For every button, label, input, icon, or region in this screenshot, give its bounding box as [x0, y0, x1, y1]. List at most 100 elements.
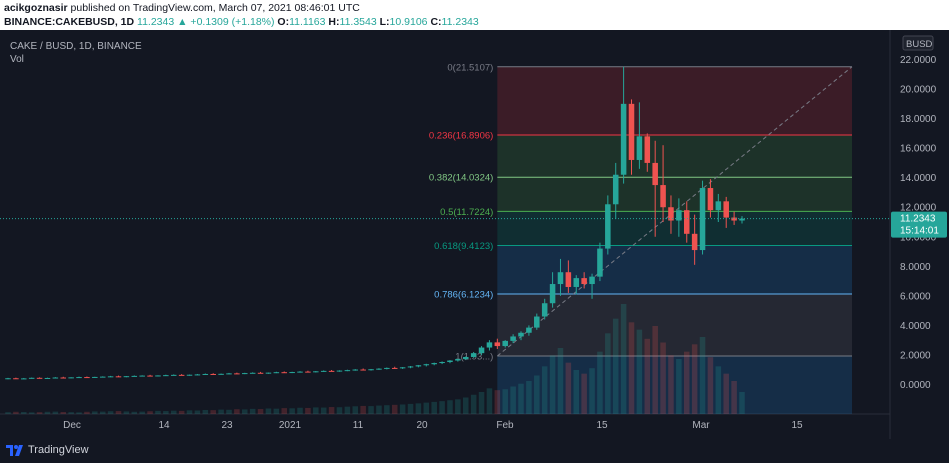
- volume-bar: [170, 410, 177, 414]
- candle-body: [715, 201, 722, 211]
- candle-body: [573, 278, 580, 287]
- candle-body: [541, 303, 548, 317]
- volume-bar: [541, 366, 548, 414]
- y-tick-label: 6.0000: [900, 291, 931, 302]
- y-tick-label: 4.0000: [900, 321, 931, 332]
- fib-zone: [497, 211, 852, 246]
- candle-body: [60, 377, 67, 379]
- volume-bar: [360, 405, 366, 414]
- open-value: 11.1163: [289, 16, 326, 28]
- volume-bar: [534, 375, 540, 414]
- candle-body: [376, 368, 382, 370]
- volume-bar: [415, 403, 422, 414]
- candle-body: [470, 353, 477, 357]
- volume-bar: [605, 333, 611, 414]
- candle-body: [557, 272, 564, 285]
- volume-bar: [399, 404, 406, 414]
- candle-body: [131, 375, 138, 377]
- candle-body: [21, 378, 27, 380]
- volume-bar: [163, 411, 169, 414]
- candle-body: [423, 364, 430, 366]
- candle-body: [589, 276, 595, 285]
- volume-bar: [439, 401, 445, 414]
- x-tick-label: 15: [791, 420, 803, 431]
- volume-bar: [676, 359, 682, 414]
- volume-bar: [494, 390, 501, 414]
- last-price-badge: [891, 211, 947, 238]
- volume-bar: [139, 411, 145, 414]
- candle-body: [92, 376, 98, 378]
- candle-body: [242, 373, 248, 375]
- candle-body: [5, 378, 11, 380]
- candle-body: [391, 367, 398, 369]
- candle-body: [210, 373, 216, 375]
- candle-body: [605, 204, 611, 249]
- candle-body: [44, 377, 51, 379]
- volume-bar: [384, 405, 390, 414]
- published-text: published on TradingView.com, March 07, …: [70, 2, 360, 14]
- volume-bar: [249, 408, 256, 414]
- volume-bar: [581, 373, 587, 414]
- volume-bar: [186, 410, 193, 414]
- open-label: O:: [277, 16, 290, 28]
- volume-bar: [739, 392, 745, 414]
- volume-bar: [407, 403, 414, 414]
- currency-label: BUSD: [906, 39, 933, 50]
- volume-bar: [557, 348, 564, 414]
- quote-line: BINANCE:CAKEBUSD, 1D 11.2343 ▲ +0.1309 (…: [4, 16, 479, 28]
- price-axis[interactable]: 22.0000 20.0000 18.0000 16.0000 14.0000 12.00…: [900, 35, 937, 391]
- candle-body: [620, 103, 627, 175]
- candle-body: [281, 372, 287, 374]
- chart-background: [0, 30, 949, 439]
- candle-body: [336, 370, 343, 372]
- candle-body: [52, 377, 59, 379]
- candle-body: [265, 372, 272, 374]
- time-axis[interactable]: Dec 14 23 2021 11 20 Feb 15 Mar 15: [63, 420, 803, 431]
- tradingview-brand[interactable]: TradingView: [6, 444, 89, 456]
- candle-body: [628, 103, 635, 160]
- volume-bar: [218, 409, 224, 414]
- currency-badge[interactable]: [902, 35, 934, 51]
- candle-body: [723, 201, 729, 218]
- volume-bar: [115, 411, 122, 414]
- fib-level-label: 0.786(6.1234): [434, 290, 493, 301]
- volume-bar: [715, 366, 722, 414]
- candle-body: [328, 370, 335, 372]
- volume-bar: [313, 407, 319, 414]
- fib-zone: [497, 135, 852, 178]
- candle-body: [455, 359, 461, 361]
- volume-bar: [431, 401, 437, 414]
- fib-level-label: 0.5(11.7224): [440, 207, 493, 218]
- x-tick-label: 2021: [279, 420, 302, 431]
- high-label: H:: [328, 16, 340, 28]
- candle-body: [194, 374, 201, 376]
- candle-body: [581, 278, 587, 285]
- candle-body: [76, 377, 82, 379]
- candle-body: [297, 371, 303, 373]
- candle-body: [612, 174, 619, 205]
- series-title: CAKE / BUSD, 1D, BINANCE: [10, 41, 142, 52]
- candle-body: [731, 217, 737, 221]
- volume-bar: [210, 410, 216, 414]
- volume-bar: [660, 342, 666, 414]
- symbol-label: BINANCE:CAKEBUSD, 1D: [4, 16, 135, 28]
- candle-body: [320, 370, 327, 372]
- volume-bar: [320, 407, 327, 414]
- tradingview-text: TradingView: [28, 444, 89, 456]
- candle-body: [352, 369, 359, 371]
- y-tick-label: 14.0000: [900, 173, 937, 184]
- fib-zone: [497, 66, 852, 136]
- candle-body: [384, 367, 390, 369]
- low-label: L:: [379, 16, 390, 28]
- publish-line: acikgoznasir published on TradingView.co…: [4, 2, 360, 14]
- fib-trend-line[interactable]: [497, 66, 853, 357]
- candle-body: [234, 373, 240, 375]
- fib-zone: [497, 355, 852, 414]
- candle-body: [123, 376, 130, 378]
- fib-retracement[interactable]: 0(21.5107) 0.236(16.8906) 0.382(14.0324) 0.…: [429, 62, 853, 414]
- countdown-label: 15:14:01: [900, 226, 939, 237]
- candle-body: [565, 272, 572, 287]
- author-name[interactable]: acikgoznasir: [4, 2, 68, 14]
